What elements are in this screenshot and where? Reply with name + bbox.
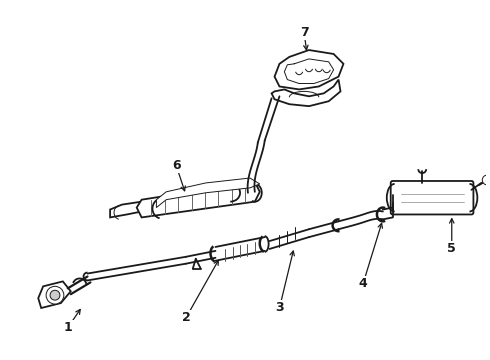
Text: 6: 6: [172, 159, 180, 172]
Text: 4: 4: [359, 277, 368, 290]
Polygon shape: [38, 282, 71, 308]
Polygon shape: [110, 202, 142, 217]
Text: 3: 3: [275, 301, 284, 315]
FancyBboxPatch shape: [391, 181, 473, 215]
Polygon shape: [271, 80, 341, 106]
Text: 7: 7: [300, 26, 308, 39]
Polygon shape: [137, 182, 260, 217]
Circle shape: [482, 175, 490, 185]
Text: 5: 5: [447, 242, 456, 255]
Polygon shape: [156, 178, 260, 208]
Circle shape: [46, 286, 64, 304]
Circle shape: [50, 290, 60, 300]
Text: 1: 1: [63, 321, 72, 334]
Polygon shape: [274, 50, 343, 89]
Text: 2: 2: [182, 311, 190, 324]
